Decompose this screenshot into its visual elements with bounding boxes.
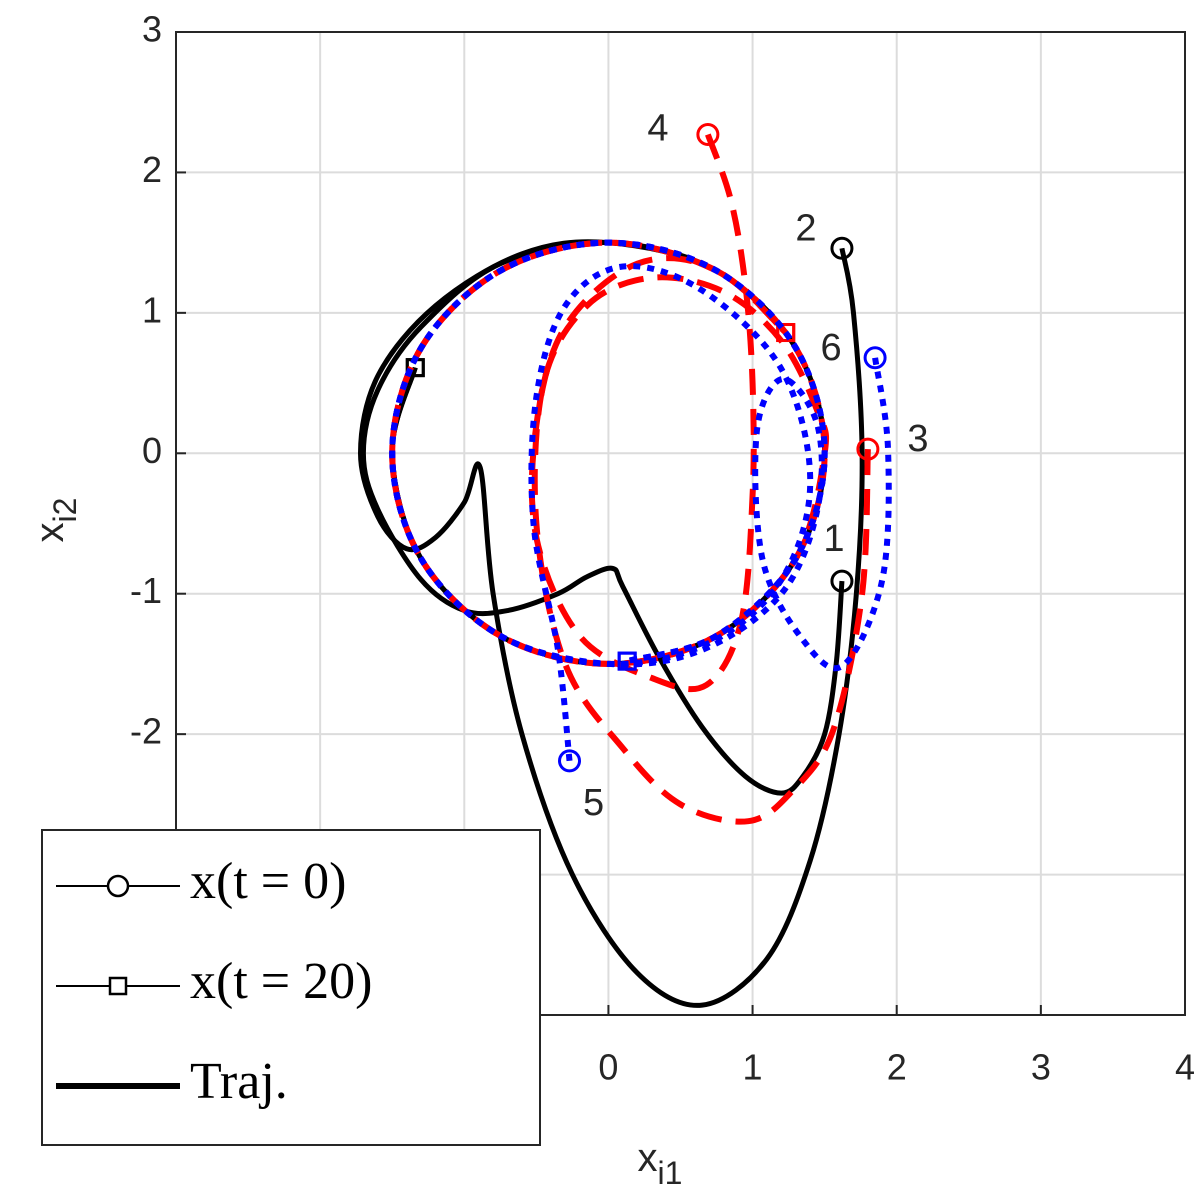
start-marker	[558, 749, 582, 773]
start-marker	[863, 346, 887, 370]
y-tick-label: -2	[130, 711, 162, 752]
legend-marker	[106, 874, 130, 898]
x-tick-label: 0	[598, 1047, 618, 1088]
legend-label: x(t = 20)	[190, 953, 372, 1010]
series-label: 2	[795, 207, 816, 249]
y-axis-label-sub: i2	[47, 498, 83, 523]
x-tick-label: 4	[1175, 1047, 1195, 1088]
end-marker	[617, 651, 637, 671]
trajectory	[389, 239, 892, 672]
plot-frame	[175, 31, 1186, 1016]
series-label: 4	[647, 108, 668, 150]
series-label: 5	[583, 782, 604, 824]
y-tick-label: 3	[142, 9, 162, 50]
series-label: 3	[907, 418, 928, 460]
y-tick-label: -1	[130, 570, 162, 611]
end-marker	[776, 323, 796, 343]
legend-marker	[108, 976, 128, 996]
series-label: 6	[821, 327, 842, 369]
y-axis-label: xi2	[28, 498, 84, 543]
y-tick-label: 1	[142, 289, 162, 330]
legend-label: Traj.	[190, 1053, 288, 1110]
y-tick-label: 2	[142, 149, 162, 190]
series-label: 1	[823, 518, 844, 560]
legend-label: x(t = 0)	[190, 853, 346, 910]
x-axis-label-sub: i1	[658, 1155, 683, 1191]
y-tick-label: 0	[142, 430, 162, 471]
x-tick-label: 3	[1031, 1047, 1051, 1088]
start-marker	[856, 437, 880, 461]
start-marker	[830, 569, 854, 593]
start-marker	[830, 236, 854, 260]
start-marker	[696, 123, 720, 147]
legend: x(t = 0) x(t = 20) Traj.	[41, 829, 541, 1146]
y-axis-label-base: x	[28, 522, 72, 542]
x-axis-label: xi1	[638, 1136, 683, 1192]
x-axis-label-base: x	[638, 1136, 658, 1180]
x-tick-label: 2	[887, 1047, 907, 1088]
x-tick-label: 1	[743, 1047, 763, 1088]
plot-data: 1 2 3 4 5 6	[358, 108, 928, 1008]
